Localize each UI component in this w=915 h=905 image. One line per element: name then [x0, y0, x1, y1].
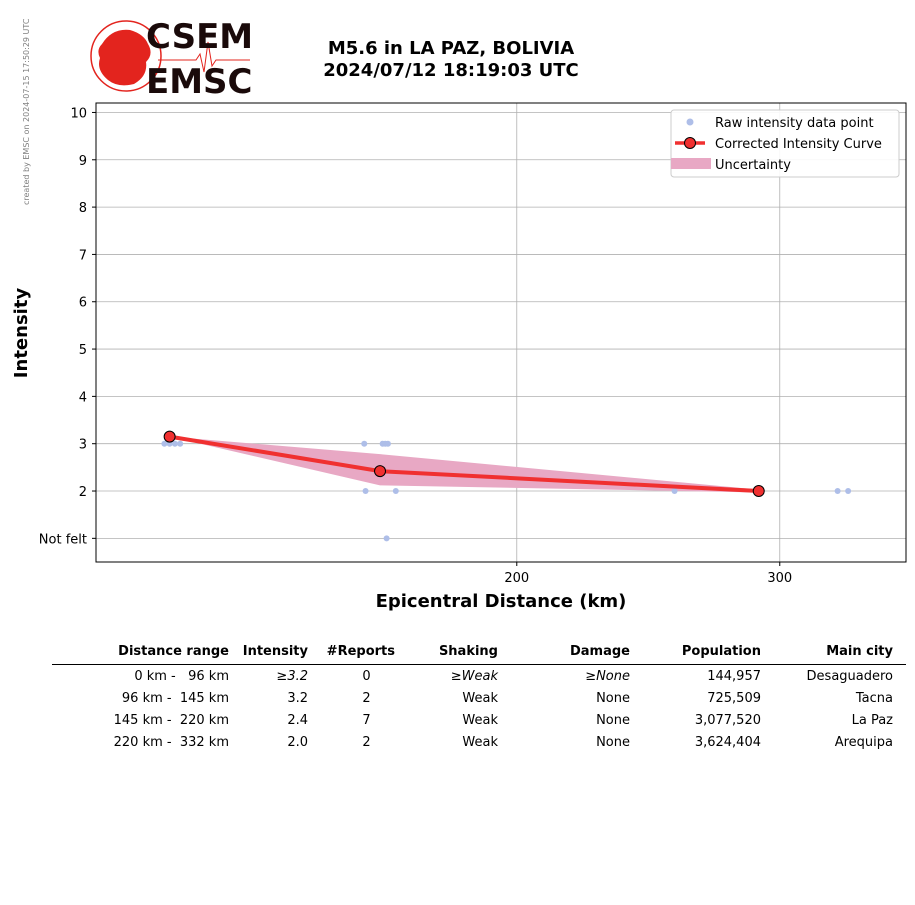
- intensity-curve: [163, 430, 765, 498]
- cell-city: La Paz: [851, 712, 893, 728]
- col-main-city: Main city: [761, 640, 906, 665]
- uncertainty-area: [169, 436, 759, 493]
- curve-point: [374, 465, 387, 478]
- cell-damage: None: [596, 734, 630, 750]
- y-axis-label: Intensity: [11, 288, 32, 379]
- y-axis-ticks: Not felt 2 3 4 5 6 7 8 9 10: [39, 106, 96, 547]
- cell-population: 3,624,404: [694, 734, 761, 750]
- cell-shaking: Weak: [462, 690, 498, 706]
- raw-points: [161, 440, 852, 542]
- cell-damage: ≥None: [585, 668, 630, 684]
- raw-data-point: [177, 440, 184, 447]
- logo-text-top: CSEM: [146, 17, 253, 57]
- legend-curve-label: Corrected Intensity Curve: [715, 137, 882, 152]
- cell-population: 3,077,520: [694, 712, 761, 728]
- emsc-logo: CSEM EMSC: [90, 17, 253, 98]
- cell-intensity: ≥3.2: [276, 668, 308, 684]
- y-tick-label: 9: [79, 154, 87, 169]
- col-reports: #Reports: [308, 640, 395, 665]
- cell-reports: 2: [362, 690, 371, 706]
- cell-range: 96 km - 145 km: [121, 690, 229, 706]
- legend-curve-marker: [684, 137, 696, 149]
- intensity-chart: 200 300 Not felt 2 3 4 5 6 7 8 9 10 Epicentral Dis…: [11, 102, 907, 612]
- chart-grid: [96, 103, 906, 562]
- cell-range: 220 km - 332 km: [113, 734, 229, 750]
- legend-box: [670, 109, 900, 178]
- legend: Raw intensity data point Corrected Inten…: [670, 109, 900, 178]
- legend-raw-marker: [686, 118, 694, 126]
- col-distance-range: Distance range: [52, 640, 229, 665]
- plot-frame: [95, 102, 907, 563]
- cell-shaking: Weak: [462, 712, 498, 728]
- table-row: 96 km - 145 km 3.2 2 Weak None 725,509 T…: [52, 687, 906, 709]
- uncertainty-band: [169, 436, 759, 493]
- cell-population: 144,957: [707, 668, 761, 684]
- legend-band-label: Uncertainty: [715, 158, 791, 173]
- raw-data-point: [384, 440, 391, 447]
- raw-data-point: [161, 440, 168, 447]
- raw-data-point: [834, 488, 841, 495]
- raw-data-point: [361, 440, 368, 447]
- raw-data-point: [362, 488, 369, 495]
- cell-range: 145 km - 220 km: [113, 712, 229, 728]
- y-tick-label: 10: [70, 106, 87, 121]
- logo-seismogram-icon: [158, 41, 250, 73]
- raw-data-point: [671, 488, 678, 495]
- cell-city: Tacna: [855, 690, 893, 706]
- cell-intensity: 2.0: [287, 734, 308, 750]
- y-tick-label: 7: [79, 248, 87, 263]
- cell-reports: 0: [362, 668, 371, 684]
- cell-city: Desaguadero: [806, 668, 893, 684]
- col-intensity: Intensity: [229, 640, 308, 665]
- cell-intensity: 2.4: [287, 712, 308, 728]
- intensity-table: Distance range Intensity #Reports Shakin…: [52, 640, 906, 753]
- y-tick-label: 6: [79, 296, 87, 311]
- x-tick-label: 200: [504, 571, 529, 586]
- legend-raw-label: Raw intensity data point: [715, 116, 874, 131]
- y-tick-label: 8: [79, 201, 87, 216]
- curve-point: [163, 430, 176, 443]
- y-tick-label: 2: [79, 485, 87, 500]
- cell-shaking: ≥Weak: [450, 668, 498, 684]
- y-tick-label: 5: [79, 343, 87, 358]
- cell-damage: None: [596, 712, 630, 728]
- x-axis-label: Epicentral Distance (km): [376, 591, 627, 612]
- cell-population: 725,509: [707, 690, 761, 706]
- raw-data-point: [171, 440, 178, 447]
- cell-reports: 2: [362, 734, 371, 750]
- cell-intensity: 3.2: [287, 690, 308, 706]
- y-tick-label: 3: [79, 438, 87, 453]
- legend-band-swatch: [671, 158, 711, 169]
- table-row: 0 km - 96 km ≥3.2 0 ≥Weak ≥None 144,957 …: [52, 665, 906, 688]
- table-row: 145 km - 220 km 2.4 7 Weak None 3,077,52…: [52, 709, 906, 731]
- col-damage: Damage: [498, 640, 630, 665]
- table-row: 220 km - 332 km 2.0 2 Weak None 3,624,40…: [52, 731, 906, 753]
- y-tick-label: 4: [79, 390, 87, 405]
- raw-data-point: [845, 488, 852, 495]
- col-shaking: Shaking: [395, 640, 498, 665]
- cell-reports: 7: [362, 712, 371, 728]
- raw-data-point: [383, 535, 390, 542]
- cell-shaking: Weak: [462, 734, 498, 750]
- logo-map-icon: [98, 29, 151, 86]
- x-axis-ticks: 200 300: [504, 562, 792, 586]
- cell-city: Arequipa: [834, 734, 893, 750]
- x-tick-label: 300: [767, 571, 792, 586]
- chart-title: M5.6 in LA PAZ, BOLIVIA 2024/07/12 18:19…: [300, 38, 602, 82]
- title-time: 2024/07/12 18:19:03 UTC: [323, 60, 579, 81]
- table-header-row: Distance range Intensity #Reports Shakin…: [52, 640, 906, 665]
- y-tick-label: Not felt: [39, 532, 87, 547]
- raw-data-point: [392, 488, 399, 495]
- cell-range: 0 km - 96 km: [134, 668, 229, 684]
- curve-point: [752, 485, 765, 498]
- logo-text-bottom: EMSC: [146, 62, 253, 98]
- cell-damage: None: [596, 690, 630, 706]
- title-event: M5.6 in LA PAZ, BOLIVIA: [327, 38, 575, 59]
- col-population: Population: [630, 640, 761, 665]
